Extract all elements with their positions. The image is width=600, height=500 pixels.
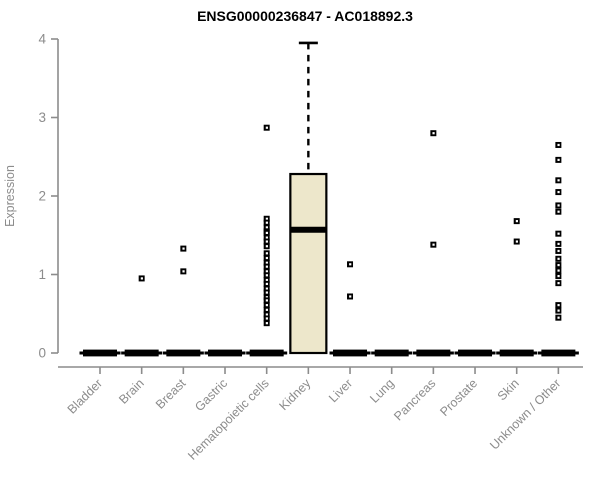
outlier-point-center: [557, 316, 560, 319]
outlier-point-center: [265, 217, 268, 220]
outlier-point-center: [557, 190, 560, 194]
y-tick-label: 2: [38, 189, 46, 204]
outlier-point-center: [557, 143, 560, 147]
outlier-point-center: [265, 226, 268, 229]
outlier-point-center: [265, 322, 268, 325]
outlier-point-center: [557, 263, 560, 267]
y-axis-title: Expression: [3, 165, 17, 227]
outlier-point-center: [557, 274, 560, 278]
outlier-point-center: [265, 270, 268, 273]
outlier-point-center: [432, 132, 435, 135]
outlier-point-center: [265, 240, 268, 243]
outlier-point-center: [557, 204, 560, 207]
outlier-point-center: [265, 265, 268, 268]
outlier-point-center: [265, 313, 268, 316]
outlier-point-center: [557, 232, 560, 235]
x-tick-label: Lung: [367, 376, 397, 406]
x-tick-label: Liver: [326, 376, 355, 405]
collapsed-box: [416, 349, 451, 357]
outlier-point-center: [265, 252, 268, 255]
outlier-point-center: [515, 220, 518, 223]
outlier-point-center: [265, 221, 268, 224]
box: [289, 172, 328, 355]
outlier-point-center: [557, 257, 560, 260]
x-tick-label: Kidney: [277, 376, 314, 413]
outlier-point-center: [265, 256, 268, 260]
outlier-point-center: [557, 210, 560, 213]
outlier-point-center: [265, 287, 268, 290]
x-tick-label: Prostate: [437, 376, 480, 419]
outlier-point-center: [265, 308, 268, 311]
outlier-point-center: [432, 243, 435, 246]
outlier-point-center: [265, 282, 268, 286]
outlier-point-center: [515, 240, 518, 243]
outlier-point-center: [265, 291, 268, 294]
x-tick-label: Unknown / Other: [487, 376, 563, 452]
outlier-point-center: [265, 296, 268, 299]
outlier-point-center: [265, 274, 268, 277]
collapsed-box: [374, 349, 409, 357]
outlier-point-center: [265, 126, 268, 129]
collapsed-box: [458, 349, 493, 357]
outlier-point-center: [265, 304, 268, 307]
y-tick-label: 3: [38, 110, 46, 125]
outlier-point-center: [182, 247, 185, 250]
outlier-point-center: [265, 261, 268, 264]
y-tick-label: 1: [38, 267, 46, 282]
collapsed-box: [249, 349, 284, 357]
y-tick-label: 0: [38, 346, 46, 361]
outlier-point-center: [557, 158, 560, 161]
collapsed-box: [333, 349, 368, 357]
outlier-point-center: [265, 278, 268, 282]
collapsed-box: [166, 349, 201, 357]
outlier-point-center: [265, 231, 268, 234]
outlier-point-center: [557, 269, 560, 272]
outlier-point-center: [182, 270, 185, 273]
x-tick-label: Gastric: [192, 376, 230, 414]
outlier-point-center: [265, 245, 268, 248]
collapsed-box: [208, 349, 243, 357]
y-tick-label: 4: [38, 32, 46, 47]
outlier-point-center: [557, 179, 560, 182]
collapsed-box: [499, 349, 534, 357]
collapsed-box: [83, 349, 117, 357]
outlier-point-center: [349, 263, 352, 266]
collapsed-box: [541, 349, 576, 357]
outlier-point-center: [140, 277, 143, 280]
x-tick-label: Breast: [153, 376, 189, 412]
outlier-point-center: [557, 242, 560, 245]
outlier-point-center: [265, 236, 268, 239]
outlier-point-center: [557, 309, 560, 312]
x-tick-label: Brain: [116, 376, 147, 407]
outlier-point-center: [557, 304, 560, 307]
x-tick-label: Hematopoietic cells: [185, 376, 272, 463]
outlier-point-center: [557, 249, 560, 253]
x-tick-label: Skin: [495, 376, 522, 403]
outlier-point-center: [349, 295, 352, 298]
collapsed-box: [124, 349, 159, 357]
chart-title: ENSG00000236847 - AC018892.3: [197, 8, 413, 24]
outlier-point-center: [265, 299, 268, 302]
outlier-point-center: [557, 282, 560, 285]
outlier-point-center: [265, 317, 268, 320]
x-tick-label: Pancreas: [391, 376, 438, 423]
x-tick-label: Bladder: [65, 376, 105, 416]
